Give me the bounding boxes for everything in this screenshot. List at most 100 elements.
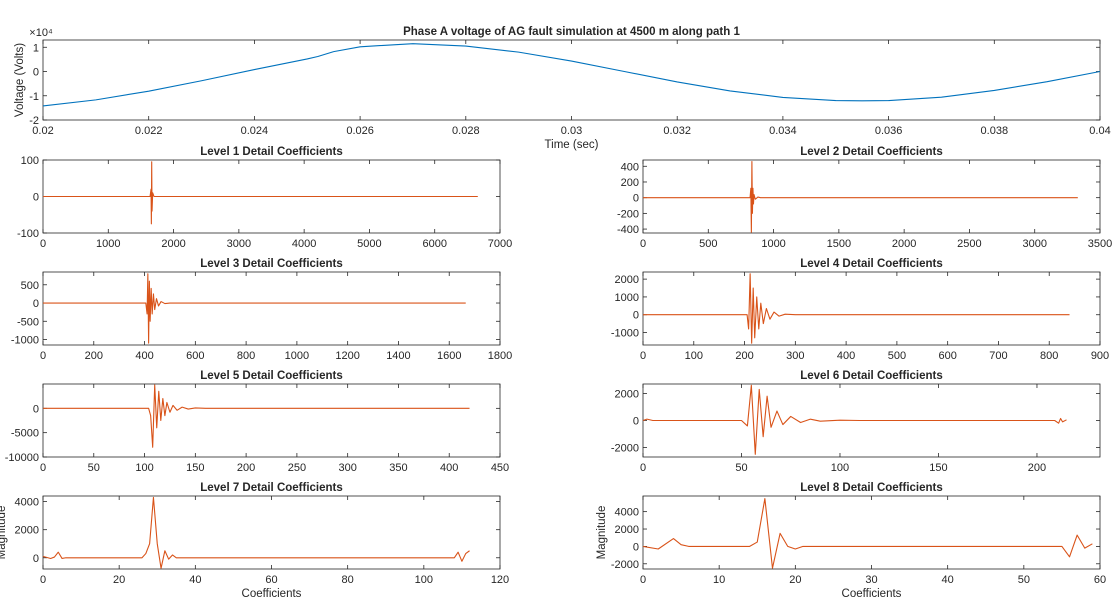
x-tick-label: 7000 xyxy=(488,238,512,250)
x-tick-label: 0.032 xyxy=(663,125,691,137)
series-line-level4 xyxy=(643,273,1070,344)
x-tick-label: 0.026 xyxy=(346,125,374,137)
x-tick-label: 200 xyxy=(735,350,753,362)
x-tick-label: 400 xyxy=(135,350,153,362)
y-tick-label: 500 xyxy=(21,280,39,292)
y-tick-label: 0 xyxy=(633,541,639,553)
x-tick-label: 1400 xyxy=(386,350,410,362)
x-tick-label: 0.03 xyxy=(561,125,582,137)
axes-level1: 0 1000 2000 3000 4000 5000 6000 7000-1000100Lev… xyxy=(17,146,512,250)
y-tick-label: -10000 xyxy=(5,452,39,464)
x-tick-label: 50 xyxy=(88,462,100,474)
x-tick-label: 400 xyxy=(837,350,855,362)
y-tick-label: 100 xyxy=(21,155,39,167)
y-tick-label: 0 xyxy=(633,310,639,322)
x-tick-label: 1000 xyxy=(96,238,120,250)
x-tick-label: 100 xyxy=(415,574,433,586)
x-tick-label: 2500 xyxy=(957,238,981,250)
x-tick-label: 900 xyxy=(1091,350,1109,362)
x-tick-label: 0 xyxy=(640,350,646,362)
x-tick-label: 800 xyxy=(1040,350,1058,362)
x-tick-label: 0 xyxy=(640,574,646,586)
y-tick-label: 2000 xyxy=(615,388,639,400)
y-tick-label: -2 xyxy=(29,115,39,127)
x-tick-label: 60 xyxy=(1094,574,1106,586)
y-tick-label: 0 xyxy=(633,416,639,428)
x-tick-label: 150 xyxy=(186,462,204,474)
x-tick-label: 300 xyxy=(786,350,804,362)
x-tick-label: 0.04 xyxy=(1089,125,1110,137)
y-tick-label: 2000 xyxy=(15,525,39,537)
x-tick-label: 1000 xyxy=(761,238,785,250)
x-tick-label: 100 xyxy=(135,462,153,474)
axes-level4: 0 100 200 300 400 500 600 700 800 900-10000100020… xyxy=(611,258,1109,362)
y-tick-label: -1000 xyxy=(611,328,639,340)
x-tick-label: 500 xyxy=(699,238,717,250)
y-tick-label: 4000 xyxy=(15,497,39,509)
x-tick-label: 200 xyxy=(1028,462,1046,474)
plot-area xyxy=(42,271,501,346)
x-tick-label: 20 xyxy=(789,574,801,586)
y-tick-label: 0 xyxy=(633,193,639,205)
x-tick-label: 6000 xyxy=(422,238,446,250)
x-tick-label: 60 xyxy=(265,574,277,586)
y-tick-label: -200 xyxy=(617,208,639,220)
plot-area xyxy=(42,383,501,458)
chart-title: Level 7 Detail Coefficients xyxy=(200,482,343,494)
y-axis-label: Magnitude xyxy=(596,506,608,560)
x-tick-label: 200 xyxy=(85,350,103,362)
x-tick-label: 700 xyxy=(989,350,1007,362)
plot-area xyxy=(42,39,1101,121)
y-tick-label: -1 xyxy=(29,91,39,103)
y-tick-label: 0 xyxy=(33,192,39,204)
x-tick-label: 1800 xyxy=(488,350,512,362)
x-tick-label: 0.024 xyxy=(241,125,269,137)
plot-area xyxy=(642,271,1101,346)
plot-area xyxy=(642,159,1101,234)
y-tick-label: 0 xyxy=(33,298,39,310)
x-tick-label: 350 xyxy=(389,462,407,474)
y-tick-label: -500 xyxy=(17,316,39,328)
x-tick-label: 800 xyxy=(237,350,255,362)
x-tick-label: 1200 xyxy=(335,350,359,362)
chart-title: Level 4 Detail Coefficients xyxy=(800,258,943,270)
y-tick-label: -2000 xyxy=(611,559,639,571)
y-tick-label: -1000 xyxy=(11,335,39,347)
chart-title: Level 2 Detail Coefficients xyxy=(800,146,943,158)
y-tick-label: -5000 xyxy=(11,428,39,440)
series-line-level1 xyxy=(43,161,478,225)
x-tick-label: 1500 xyxy=(827,238,851,250)
axes-level3: 0 200 400 600 800 1000 1200 1400 1600 1800 -1000 -5… xyxy=(11,258,512,362)
x-tick-label: 450 xyxy=(491,462,509,474)
chart-title: Level 5 Detail Coefficients xyxy=(200,370,343,382)
y-tick-label: 0 xyxy=(33,67,39,79)
y-tick-label: 400 xyxy=(621,161,639,173)
series-line-level5 xyxy=(43,384,470,448)
series-line-level3 xyxy=(43,273,466,344)
x-tick-label: 0.038 xyxy=(981,125,1009,137)
x-tick-label: 3500 xyxy=(1088,238,1112,250)
chart-title: Phase A voltage of AG fault simulation a… xyxy=(403,26,740,38)
x-tick-label: 0.02 xyxy=(32,125,53,137)
y-tick-label: 2000 xyxy=(615,524,639,536)
axes-level2: 0 500 1000 1500 2000 2500 3000 3500 -400 -200 0 200… xyxy=(617,146,1112,250)
y-tick-label: 0 xyxy=(33,403,39,415)
y-tick-label: -400 xyxy=(617,224,639,236)
x-tick-label: 20 xyxy=(113,574,125,586)
x-tick-label: 40 xyxy=(942,574,954,586)
y-axis-label: Magnitude xyxy=(0,506,8,560)
x-tick-label: 100 xyxy=(831,462,849,474)
axes-phase-a: 0.02 0.022 0.024 0.026 0.028 0.03 0.032 0.034 0.… xyxy=(14,26,1111,151)
x-tick-label: 250 xyxy=(288,462,306,474)
chart-title: Level 1 Detail Coefficients xyxy=(200,146,343,158)
series-line-level8 xyxy=(642,498,1093,569)
x-tick-label: 0 xyxy=(640,238,646,250)
x-tick-label: 1000 xyxy=(285,350,309,362)
axes-level7: 0 20 40 60 80 100 120 0 2000 4000 Level 7 Detail C… xyxy=(0,482,509,600)
y-tick-label: 0 xyxy=(33,553,39,565)
x-tick-label: 600 xyxy=(186,350,204,362)
x-tick-label: 50 xyxy=(1018,574,1030,586)
series-line-level6 xyxy=(642,384,1067,455)
